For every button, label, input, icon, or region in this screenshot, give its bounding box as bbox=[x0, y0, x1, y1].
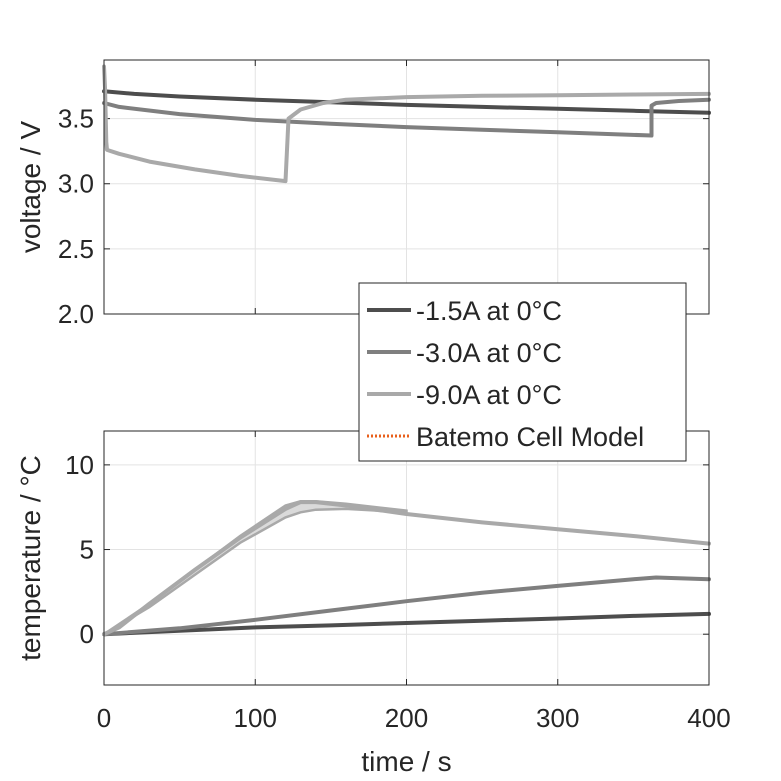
temperature-series-3-0a-line bbox=[102, 575, 711, 637]
voltage-y-tick-label: 3.5 bbox=[58, 104, 94, 134]
time-x-tick-labels: 0 100 200 300 400 bbox=[97, 703, 731, 733]
voltage-y-axis-label: voltage / V bbox=[15, 121, 46, 254]
temperature-series-group bbox=[102, 500, 711, 637]
voltage-series-9-0a-line bbox=[102, 64, 711, 184]
temperature-y-tick-label: 5 bbox=[80, 535, 94, 565]
voltage-panel: 2.0 2.5 3.0 3.5 voltage / V bbox=[15, 59, 711, 329]
temperature-y-tick-label: 0 bbox=[80, 619, 94, 649]
legend: -1.5A at 0°C -3.0A at 0°C -9.0A at 0°C Bate… bbox=[358, 282, 687, 462]
voltage-y-tick-label: 3.0 bbox=[58, 169, 94, 199]
temperature-series-9-0a-line bbox=[102, 500, 711, 637]
voltage-series-3-0a-line bbox=[102, 97, 711, 138]
time-x-axis-label: time / s bbox=[361, 746, 451, 777]
time-x-tick-label: 200 bbox=[385, 703, 428, 733]
legend-label: Batemo Cell Model bbox=[416, 422, 644, 452]
temperature-y-tick-label: 10 bbox=[65, 450, 94, 480]
voltage-y-tick-label: 2.0 bbox=[58, 299, 94, 329]
temperature-series-1-5a-line bbox=[102, 611, 711, 637]
legend-label: -9.0A at 0°C bbox=[416, 380, 562, 410]
voltage-y-tick-labels: 2.0 2.5 3.0 3.5 bbox=[58, 104, 94, 329]
temperature-panel: 0 5 10 0 100 200 300 400 temperature / °C time… bbox=[15, 430, 731, 777]
voltage-series-group bbox=[102, 64, 711, 184]
temperature-grid bbox=[103, 431, 710, 685]
voltage-y-tick-label: 2.5 bbox=[58, 234, 94, 264]
voltage-series-1-5a-line bbox=[102, 89, 711, 115]
legend-label: -1.5A at 0°C bbox=[416, 296, 562, 326]
legend-label: -3.0A at 0°C bbox=[416, 338, 562, 368]
time-x-tick-label: 400 bbox=[687, 703, 730, 733]
legend-box bbox=[358, 282, 687, 462]
time-x-tick-label: 100 bbox=[234, 703, 277, 733]
legend-items: -1.5A at 0°C -3.0A at 0°C -9.0A at 0°C Bate… bbox=[367, 296, 644, 452]
temperature-y-tick-labels: 0 5 10 bbox=[65, 450, 94, 649]
temperature-y-axis-label: temperature / °C bbox=[15, 455, 46, 661]
time-x-tick-label: 300 bbox=[536, 703, 579, 733]
time-x-tick-label: 0 bbox=[97, 703, 111, 733]
